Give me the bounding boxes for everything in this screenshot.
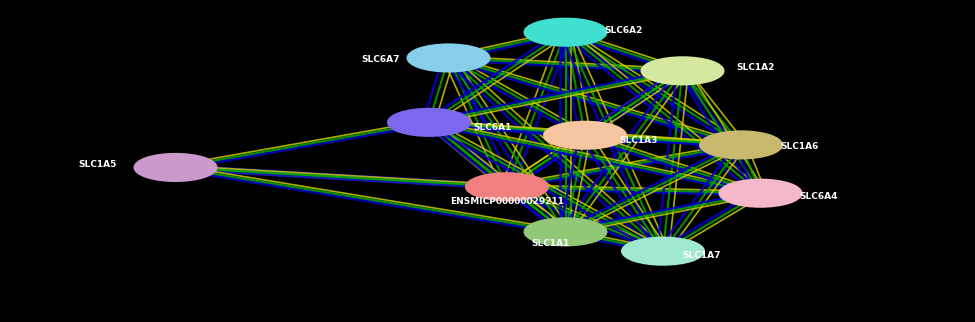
- Circle shape: [481, 178, 533, 195]
- Circle shape: [403, 114, 455, 131]
- Circle shape: [700, 131, 782, 158]
- Text: SLC1A3: SLC1A3: [619, 136, 657, 145]
- Circle shape: [720, 180, 801, 207]
- Circle shape: [544, 122, 626, 149]
- Circle shape: [525, 218, 606, 245]
- Circle shape: [539, 223, 592, 241]
- Circle shape: [422, 49, 475, 67]
- Circle shape: [656, 62, 709, 80]
- Text: SLC6A2: SLC6A2: [604, 26, 643, 35]
- Circle shape: [637, 242, 689, 260]
- Circle shape: [539, 24, 592, 41]
- Circle shape: [149, 159, 202, 176]
- Circle shape: [559, 127, 611, 144]
- Circle shape: [715, 136, 767, 154]
- Circle shape: [622, 238, 704, 265]
- Circle shape: [525, 19, 606, 46]
- Circle shape: [642, 57, 723, 84]
- Circle shape: [466, 173, 548, 200]
- Text: SLC6A4: SLC6A4: [800, 192, 838, 201]
- Circle shape: [408, 44, 489, 71]
- Text: SLC1A2: SLC1A2: [736, 63, 774, 72]
- Circle shape: [135, 154, 216, 181]
- Text: SLC1A7: SLC1A7: [682, 251, 721, 260]
- Text: ENSMICP00000029211: ENSMICP00000029211: [450, 197, 564, 206]
- Text: SLC1A5: SLC1A5: [79, 160, 117, 169]
- Text: SLC1A6: SLC1A6: [780, 142, 818, 151]
- Circle shape: [734, 185, 787, 202]
- Text: SLC6A1: SLC6A1: [473, 123, 511, 132]
- Circle shape: [388, 109, 470, 136]
- Text: SLC1A1: SLC1A1: [531, 239, 569, 248]
- Text: SLC6A7: SLC6A7: [362, 55, 400, 64]
